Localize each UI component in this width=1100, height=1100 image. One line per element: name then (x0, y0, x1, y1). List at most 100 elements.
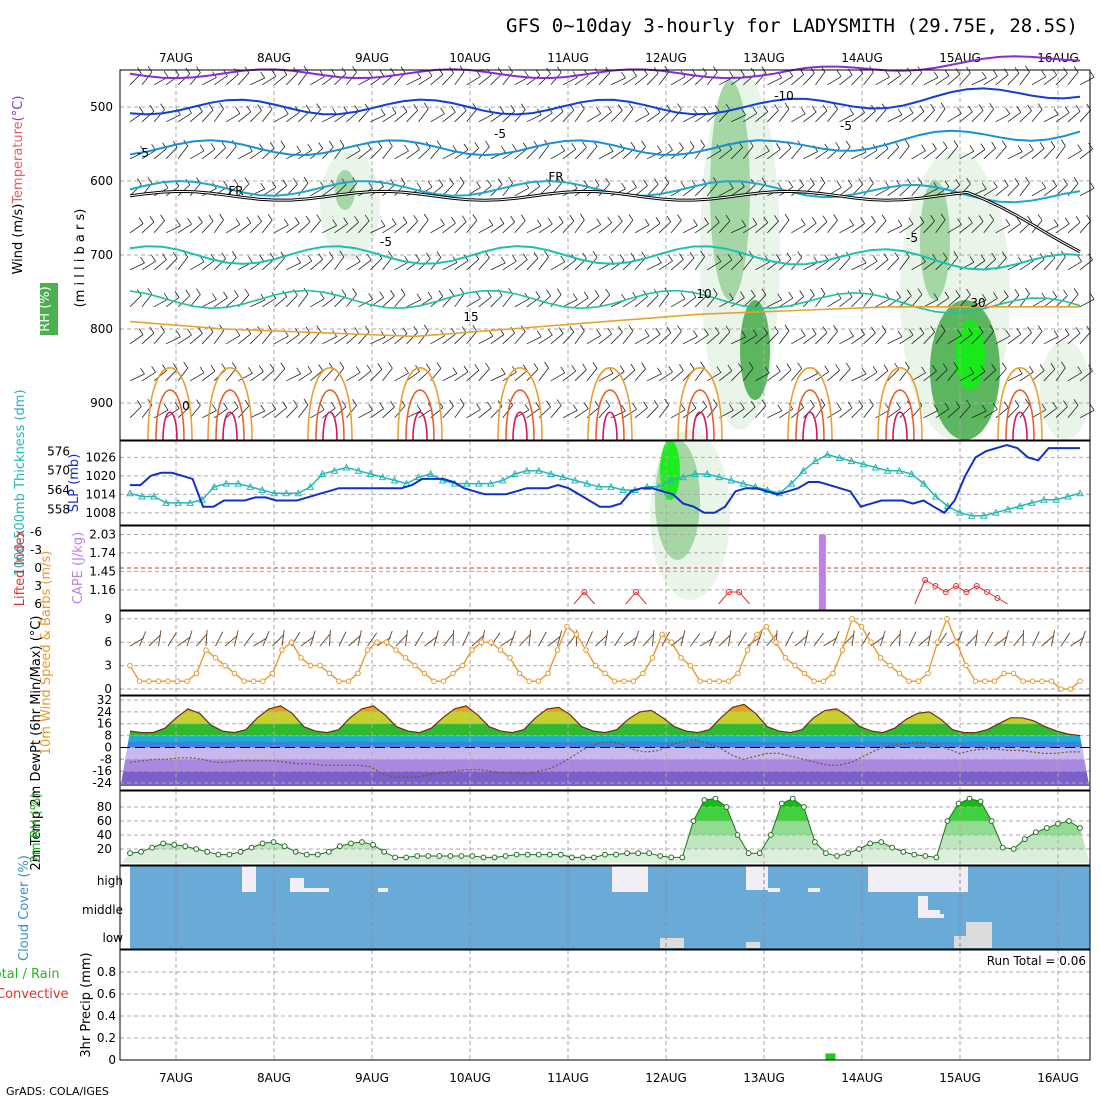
wind-barb (550, 405, 562, 419)
wind-barb-10m (899, 629, 901, 647)
wind-barb (1019, 293, 1030, 308)
wind-barb-flag (617, 104, 623, 111)
x-tick-label-top: 14AUG (841, 51, 883, 65)
wind-barb (694, 295, 707, 308)
wind-barb (562, 299, 578, 308)
wind-barb-flag (223, 180, 228, 188)
wind-barb-flag (487, 290, 492, 298)
thickness-point (739, 479, 748, 487)
wind-barb (1043, 407, 1057, 419)
wind-barb-flag (198, 327, 203, 334)
wind-barb (538, 145, 549, 160)
wind-barb-flag (617, 326, 623, 333)
wind-barb (238, 150, 253, 160)
wind-barb (755, 294, 767, 308)
wind-barb (947, 407, 961, 419)
wind-barb-flag (896, 291, 901, 298)
wind-barb-flag (1041, 181, 1047, 189)
wind-barb (274, 113, 289, 123)
wind-barb (911, 333, 925, 345)
wind-speed-point (478, 639, 485, 646)
tick-label: 570 (47, 464, 70, 478)
wind-barb-flag (989, 213, 994, 221)
li-point (984, 589, 991, 595)
wind-barb (742, 256, 754, 271)
wind-barb-flag (596, 329, 602, 336)
x-tick-label-top: 12AUG (645, 51, 687, 65)
wind-barb (322, 225, 337, 234)
wind-barb (514, 331, 526, 345)
wind-barb-flag (607, 327, 612, 335)
wind-barb (863, 149, 878, 160)
wind-speed-point (364, 647, 371, 653)
wind-barb (839, 185, 853, 197)
wind-barb (731, 297, 745, 308)
wind-barb-flag (138, 106, 144, 113)
tick-label: 6 (34, 597, 42, 611)
rh-point (811, 839, 818, 845)
wind-barb-flag (319, 403, 325, 411)
wind-barb (177, 223, 192, 234)
wind-barb-flag (833, 103, 838, 110)
wind-barb-flag (1005, 107, 1011, 115)
wind-barb-flag (641, 140, 646, 147)
wind-barb (718, 331, 731, 345)
wind-barb-flag (969, 145, 975, 152)
wind-barb-flag (729, 182, 734, 189)
wind-barb (634, 185, 648, 197)
wind-barb (694, 256, 705, 271)
wind-speed-point (592, 662, 599, 669)
wind-barb-flag (981, 293, 987, 301)
wind-barb (851, 151, 867, 160)
wind-barb-flag (560, 366, 566, 374)
rh-point (138, 848, 144, 855)
wind-barb-flag (1027, 104, 1032, 112)
wind-barb-flag (472, 214, 478, 221)
wind-barb-10m (965, 634, 978, 647)
wind-barb-flag (391, 329, 397, 336)
thickness-point (607, 482, 615, 490)
temperature-contour-warm (885, 389, 915, 441)
wind-barb (574, 219, 585, 234)
temperature-contour-15 (129, 306, 1080, 338)
wind-barb-flag (607, 216, 612, 224)
wind-barb (923, 410, 939, 419)
wind-barb-10m (889, 633, 901, 647)
temp-band (120, 747, 1090, 760)
dewpoint-line (129, 739, 1080, 778)
wind-barb (887, 114, 903, 123)
wind-speed-point (497, 647, 504, 653)
wind-barb-flag (510, 215, 516, 223)
tick-label: 500 (90, 100, 113, 114)
wind-barb (562, 331, 575, 345)
wind-barb-flag (244, 177, 250, 185)
tick-label: 0.2 (97, 1031, 116, 1045)
wind-barb (1007, 406, 1020, 419)
wind-speed-point (155, 678, 162, 685)
wind-speed-point (640, 670, 646, 677)
wind-barb-flag (461, 215, 467, 222)
wind-barb-flag (1061, 139, 1066, 147)
wind-barb-flag (764, 144, 770, 152)
wind-barb-flag (267, 213, 273, 221)
contour-label: -5 (906, 231, 918, 245)
wind-barb-flag (820, 287, 826, 295)
wind-barb-flag (775, 365, 781, 372)
wind-speed-point (706, 678, 713, 685)
wind-barb-flag (761, 177, 767, 184)
thickness-point (787, 479, 796, 487)
rh-point (425, 853, 432, 859)
thickness-point (354, 466, 363, 474)
wind-barb (983, 186, 998, 197)
rh-point (568, 854, 575, 861)
wind-barb (815, 110, 828, 123)
wind-barb-flag (282, 179, 288, 186)
wind-barb (887, 369, 899, 382)
wind-barb-flag (968, 216, 973, 224)
wind-barb (514, 370, 528, 382)
wind-barb-10m (186, 630, 193, 647)
wind-speed-point (450, 670, 456, 677)
wind-barb-flag (930, 214, 935, 222)
wind-barb-flag (1025, 65, 1030, 73)
wind-barb (478, 185, 492, 197)
